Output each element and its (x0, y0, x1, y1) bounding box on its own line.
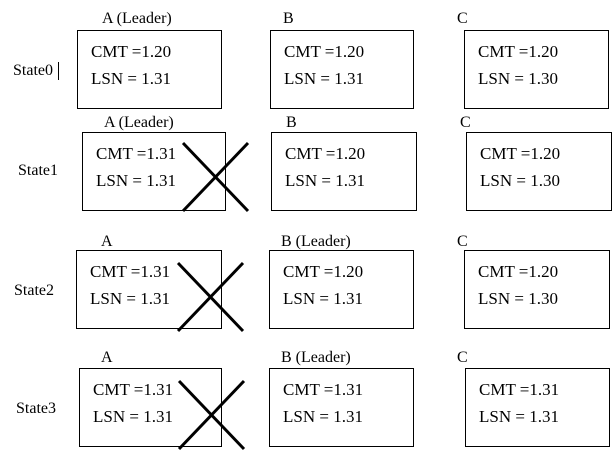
node-label-a: A (Leader) (104, 114, 174, 131)
lsn-value: LSN = 1.31 (283, 407, 363, 426)
node-label-b: B (283, 10, 294, 27)
cmt-value: CMT =1.20 (478, 262, 559, 281)
cmt-value: CMT =1.31 (479, 380, 560, 399)
node-label-a: A (101, 349, 113, 366)
cmt-value: CMT =1.31 (90, 262, 171, 281)
cmt-value: CMT =1.20 (91, 42, 172, 61)
cmt-value: CMT =1.20 (284, 42, 365, 61)
lsn-value: LSN = 1.31 (285, 171, 365, 190)
node-box-b: CMT =1.31 LSN = 1.31 (269, 368, 414, 447)
cmt-value: CMT =1.20 (480, 144, 561, 163)
node-box-c: CMT =1.31 LSN = 1.31 (465, 368, 610, 447)
node-box-c: CMT =1.20 LSN = 1.30 (464, 30, 609, 109)
lsn-value: LSN = 1.31 (283, 289, 363, 308)
node-label-c: C (457, 10, 468, 27)
state-label: State2 (14, 282, 54, 299)
state-label: State0 (13, 62, 53, 79)
cmt-value: CMT =1.31 (283, 380, 364, 399)
text-cursor (58, 62, 59, 80)
node-label-b: B (Leader) (281, 233, 351, 250)
lsn-value: LSN = 1.30 (478, 289, 558, 308)
lsn-value: LSN = 1.31 (96, 171, 176, 190)
cmt-value: CMT =1.20 (283, 262, 364, 281)
lsn-value: LSN = 1.31 (93, 407, 173, 426)
node-label-b: B (Leader) (281, 349, 351, 366)
lsn-value: LSN = 1.31 (90, 289, 170, 308)
node-label-c: C (457, 349, 468, 366)
node-label-c: C (460, 114, 471, 131)
node-box-a: CMT =1.31 LSN = 1.31 (79, 368, 222, 447)
state-label: State1 (18, 162, 58, 179)
lsn-value: LSN = 1.31 (479, 407, 559, 426)
node-label-a: A (101, 233, 113, 250)
cmt-value: CMT =1.20 (478, 42, 559, 61)
lsn-value: LSN = 1.30 (478, 69, 558, 88)
node-box-c: CMT =1.20 LSN = 1.30 (466, 132, 612, 211)
node-box-c: CMT =1.20 LSN = 1.30 (464, 250, 610, 329)
node-box-b: CMT =1.20 LSN = 1.31 (271, 132, 417, 211)
node-box-a: CMT =1.31 LSN = 1.31 (82, 132, 226, 211)
cmt-value: CMT =1.31 (93, 380, 174, 399)
node-label-b: B (286, 114, 297, 131)
node-box-a: CMT =1.31 LSN = 1.31 (76, 250, 222, 329)
node-box-b: CMT =1.20 LSN = 1.31 (269, 250, 414, 329)
node-box-b: CMT =1.20 LSN = 1.31 (270, 30, 414, 109)
node-label-a: A (Leader) (102, 10, 172, 27)
cmt-value: CMT =1.20 (285, 144, 366, 163)
cmt-value: CMT =1.31 (96, 144, 177, 163)
state-label: State3 (16, 400, 56, 417)
lsn-value: LSN = 1.30 (480, 171, 560, 190)
node-label-c: C (457, 233, 468, 250)
lsn-value: LSN = 1.31 (284, 69, 364, 88)
lsn-value: LSN = 1.31 (91, 69, 171, 88)
node-box-a: CMT =1.20 LSN = 1.31 (77, 30, 222, 109)
